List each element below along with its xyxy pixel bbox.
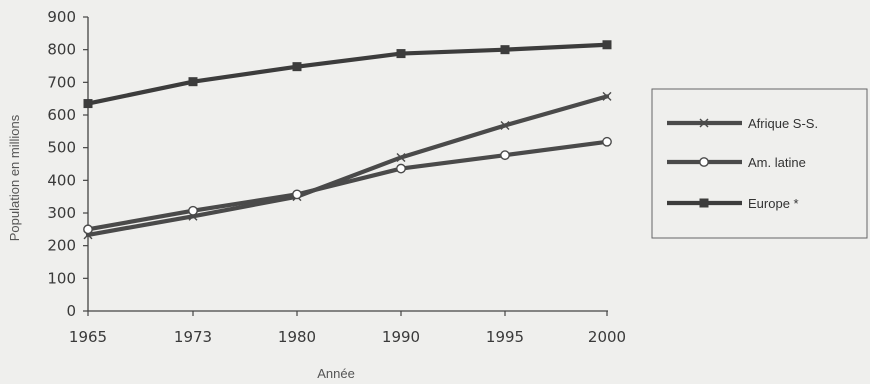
data-point-x-marker xyxy=(396,152,406,162)
series-layer xyxy=(83,40,612,240)
legend-label: Afrique S-S. xyxy=(748,116,818,131)
x-tick-label: 1973 xyxy=(174,328,212,346)
data-point-x-marker xyxy=(500,120,510,130)
data-point-circle-marker xyxy=(602,136,612,147)
data-point-circle-marker xyxy=(699,157,709,167)
y-tick-label: 900 xyxy=(47,8,76,26)
y-tick-label: 400 xyxy=(47,171,76,189)
x-tick-label: 2000 xyxy=(588,328,626,346)
data-point-square-marker xyxy=(602,40,612,50)
data-point-square-marker xyxy=(292,62,302,72)
x-tick-label: 1980 xyxy=(278,328,316,346)
series-2 xyxy=(83,40,612,109)
y-tick-label: 700 xyxy=(47,73,76,91)
x-tick-label: 1965 xyxy=(69,328,107,346)
y-tick-label: 300 xyxy=(47,204,76,222)
data-point-circle-marker xyxy=(188,205,198,216)
data-point-x-marker xyxy=(602,91,612,101)
legend-label: Europe * xyxy=(748,196,799,211)
y-tick-label: 100 xyxy=(47,269,76,287)
y-tick-label: 800 xyxy=(47,41,76,59)
data-point-circle-marker xyxy=(292,189,302,200)
data-point-circle-marker xyxy=(396,163,406,174)
series-line xyxy=(85,94,610,237)
y-tick-label: 500 xyxy=(47,139,76,157)
series-1 xyxy=(83,136,612,235)
legend-item: Am. latine xyxy=(667,155,806,170)
y-tick-label: 0 xyxy=(66,302,76,320)
data-point-x-marker xyxy=(699,118,709,128)
series-line xyxy=(85,139,610,232)
y-axis: 0 100 200 300 400 500 600 700 800 900 xyxy=(47,8,89,320)
legend-item: Afrique S-S. xyxy=(667,116,818,131)
x-axis-title: Année xyxy=(317,366,355,381)
data-point-square-marker xyxy=(188,77,198,87)
y-tick-label: 200 xyxy=(47,237,76,255)
y-axis-title: Population en millions xyxy=(7,114,22,241)
x-tick-label: 1995 xyxy=(486,328,524,346)
data-point-square-marker xyxy=(500,45,510,55)
x-tick-label: 1990 xyxy=(382,328,420,346)
series-line xyxy=(85,42,610,106)
data-point-square-marker xyxy=(396,49,406,59)
data-point-square-marker xyxy=(699,198,709,208)
legend: Afrique S-S. Am. latine Europe * xyxy=(651,88,868,239)
legend-item: Europe * xyxy=(667,196,799,211)
data-point-square-marker xyxy=(83,99,93,109)
y-tick-label: 600 xyxy=(47,106,76,124)
data-point-circle-marker xyxy=(500,150,510,161)
data-point-circle-marker xyxy=(83,224,93,235)
x-axis: 1965 1973 1980 1990 1995 2000 xyxy=(69,310,626,346)
legend-label: Am. latine xyxy=(748,155,806,170)
